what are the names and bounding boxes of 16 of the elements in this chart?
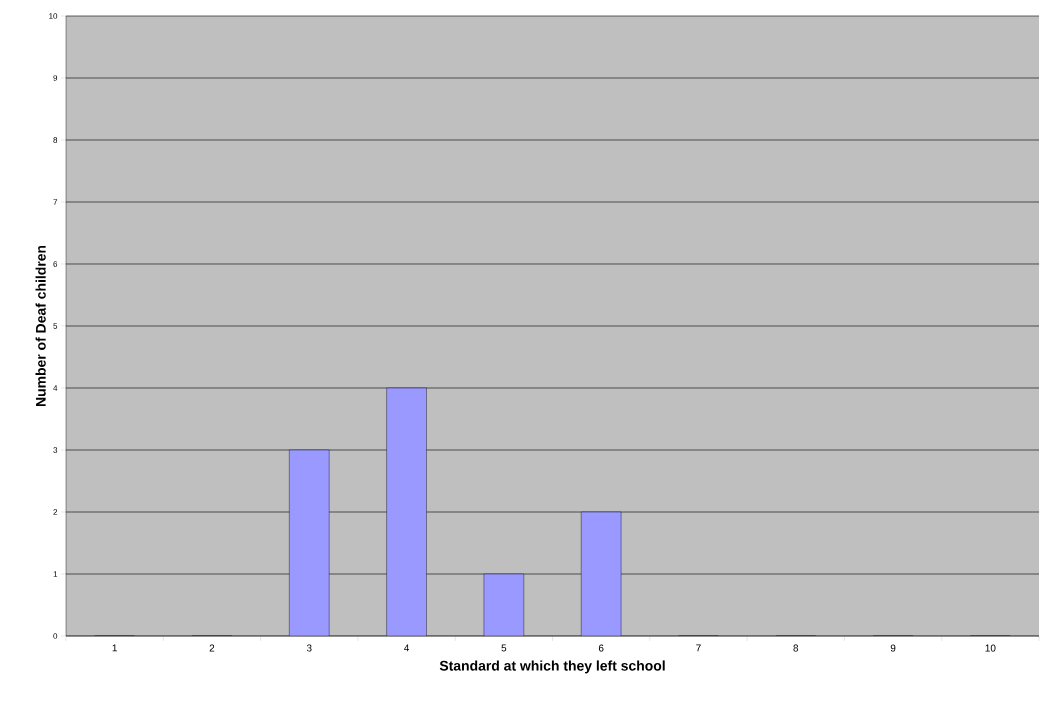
- x-tick-label: 5: [501, 644, 507, 652]
- bar: [386, 387, 427, 636]
- x-tick-label: 1: [112, 644, 117, 652]
- bar: [483, 573, 524, 636]
- x-tick-label: 4: [404, 644, 410, 652]
- y-axis-title: Number of Deaf children: [35, 245, 46, 407]
- x-axis-title: Standard at which they left school: [439, 660, 665, 674]
- x-tick-label: 2: [209, 644, 215, 652]
- x-tick-label: 8: [793, 644, 799, 652]
- x-tick-label: 9: [890, 644, 896, 652]
- bar: [289, 449, 330, 636]
- x-tick-label: 6: [598, 644, 604, 652]
- bar: [581, 511, 622, 636]
- x-tick-label: 7: [696, 644, 701, 652]
- x-tick-label: 3: [306, 644, 312, 652]
- x-tick-label: 10: [985, 644, 996, 652]
